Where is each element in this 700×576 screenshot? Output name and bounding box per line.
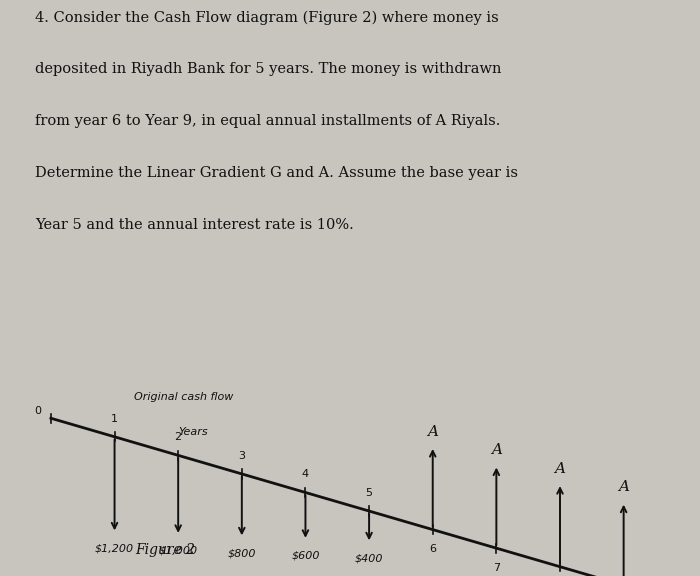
Text: $1,200: $1,200: [95, 544, 134, 554]
Text: $1,000: $1,000: [159, 546, 197, 556]
Text: $400: $400: [355, 554, 384, 563]
Text: deposited in Riyadh Bank for 5 years. The money is withdrawn: deposited in Riyadh Bank for 5 years. Th…: [35, 62, 501, 76]
Text: A: A: [491, 443, 502, 457]
Text: 1: 1: [111, 414, 118, 424]
Text: 0: 0: [34, 406, 41, 416]
Text: A: A: [554, 462, 566, 476]
Text: $800: $800: [228, 548, 256, 559]
Text: Determine the Linear Gradient G and A. Assume the base year is: Determine the Linear Gradient G and A. A…: [35, 166, 518, 180]
Text: Year 5 and the annual interest rate is 10%.: Year 5 and the annual interest rate is 1…: [35, 218, 354, 232]
Text: 2: 2: [174, 433, 182, 442]
Text: 6: 6: [429, 544, 436, 555]
Text: 5: 5: [365, 488, 372, 498]
Text: A: A: [618, 480, 629, 494]
Text: Original cash flow: Original cash flow: [134, 392, 233, 401]
Text: A: A: [427, 425, 438, 439]
Text: Years: Years: [178, 427, 208, 437]
Text: Figure 2: Figure 2: [136, 543, 195, 558]
Text: from year 6 to Year 9, in equal annual installments of A Riyals.: from year 6 to Year 9, in equal annual i…: [35, 114, 500, 128]
Text: 4: 4: [302, 469, 309, 479]
Text: 3: 3: [238, 451, 245, 461]
Text: 4. Consider the Cash Flow diagram (Figure 2) where money is: 4. Consider the Cash Flow diagram (Figur…: [35, 10, 498, 25]
Text: $600: $600: [291, 551, 320, 561]
Text: 7: 7: [493, 563, 500, 573]
